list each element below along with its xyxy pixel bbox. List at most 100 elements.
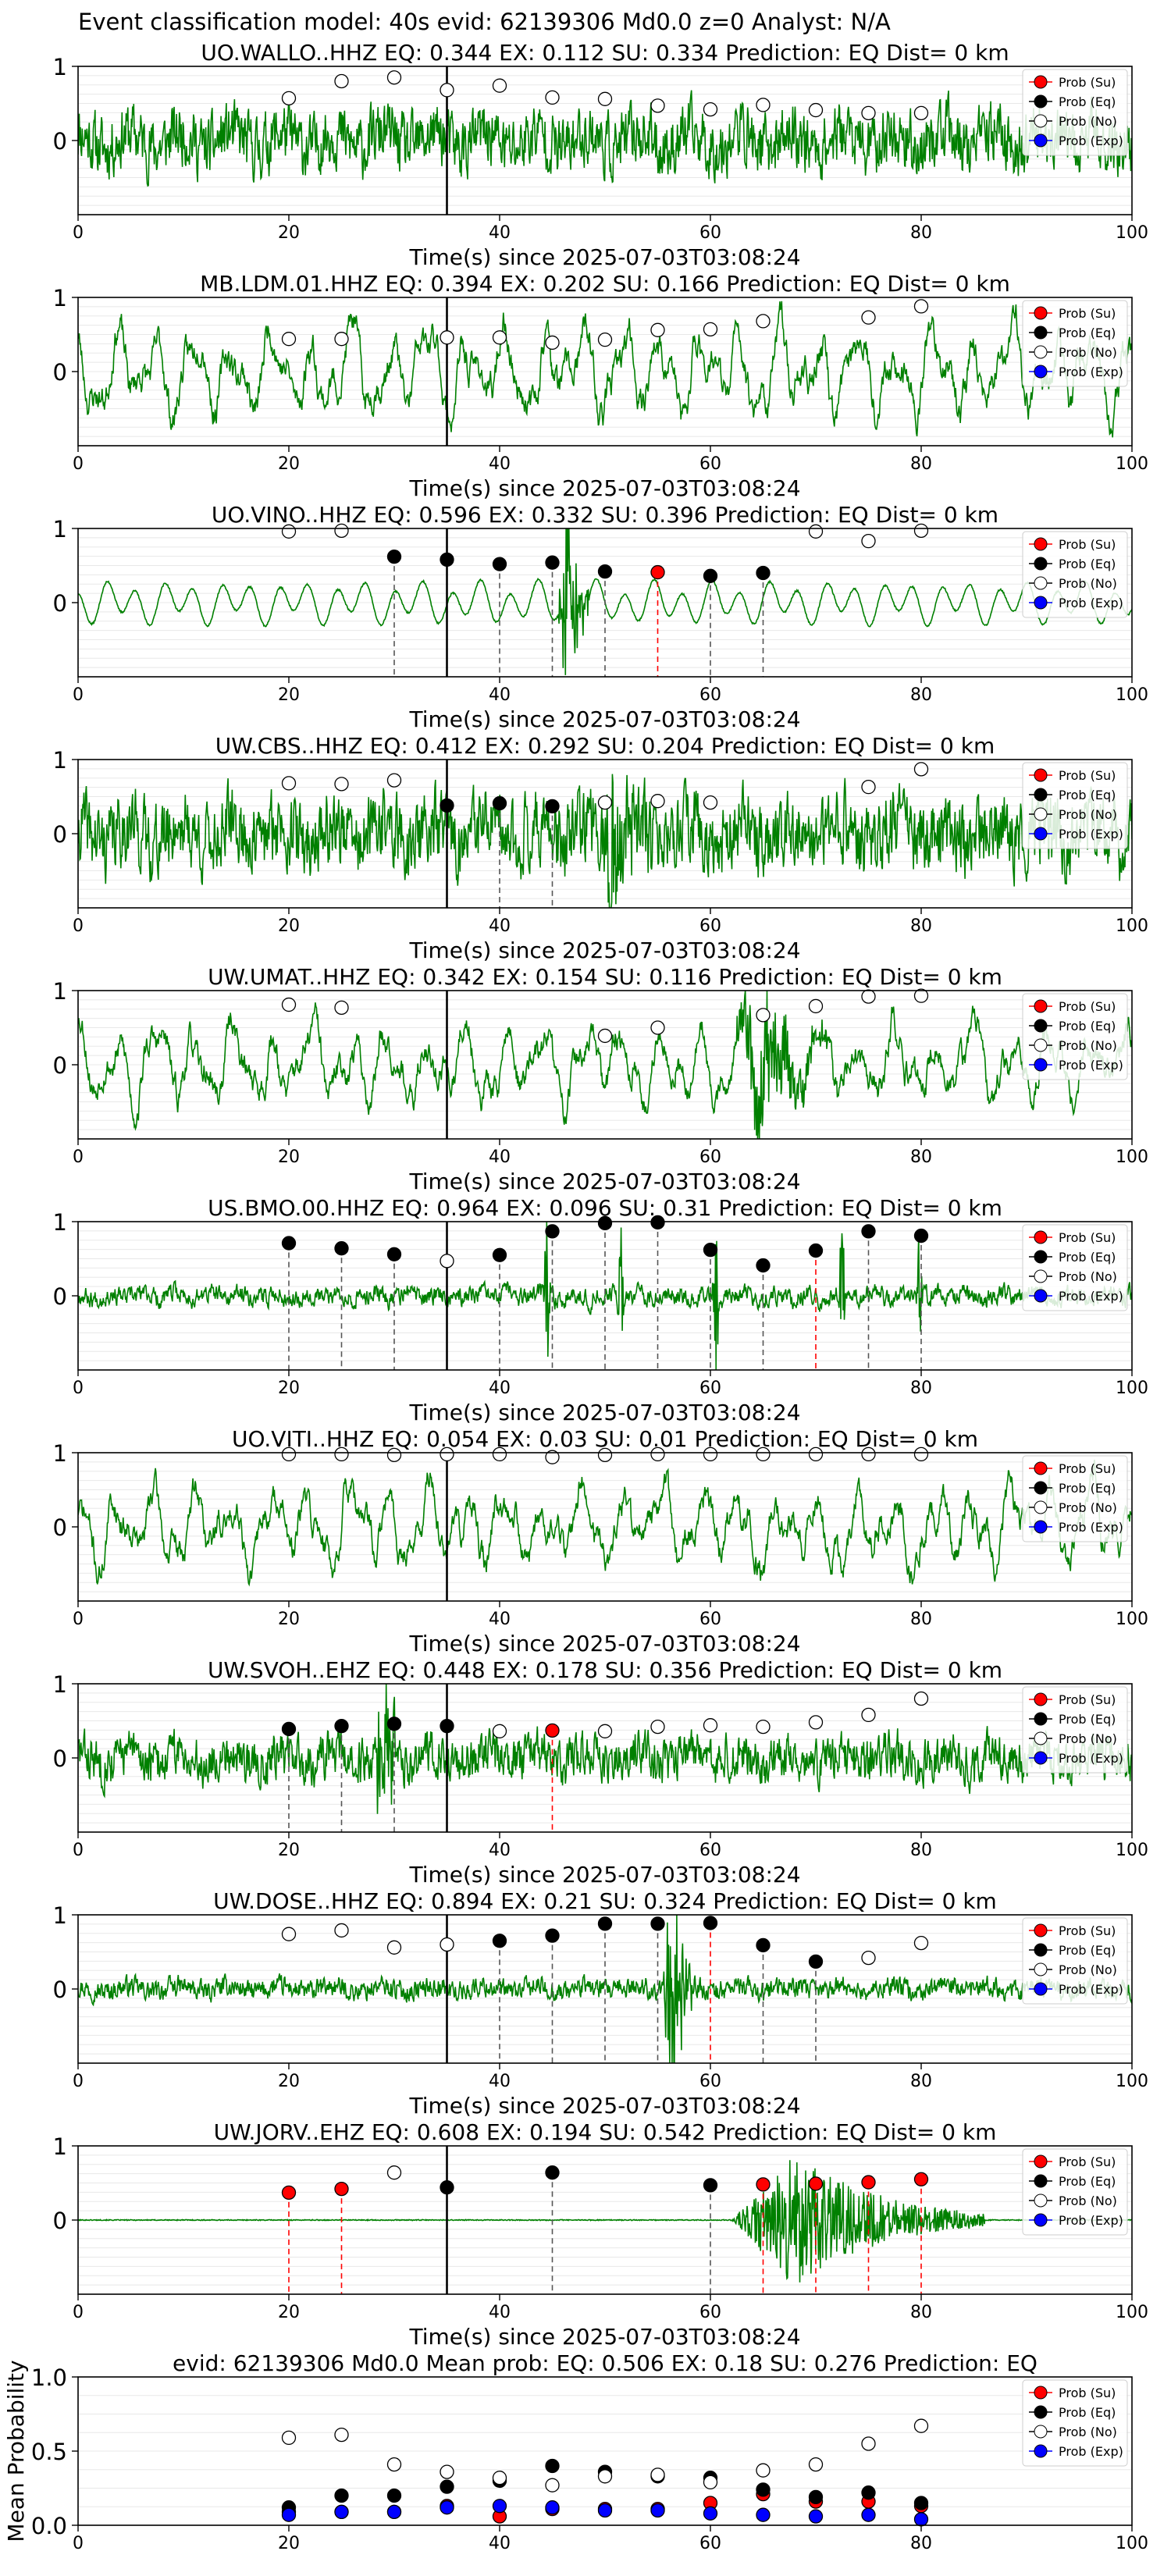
y-tick-label: 0 [53,590,67,617]
legend-label-exp: Prob (Exp) [1059,1058,1123,1073]
x-tick-label: 80 [910,2303,932,2322]
prob-point-eq [492,1934,507,1948]
legend-marker-eq [1034,326,1048,340]
y-tick-label: 1 [53,978,67,1005]
panel-5: US.BMO.00.HHZ EQ: 0.964 EX: 0.096 SU: 0.… [53,1195,1148,1425]
x-tick-label: 100 [1116,916,1148,936]
x-tick-label: 0 [73,454,84,474]
mean-point-eq [440,2479,454,2494]
y-tick-label: 1 [53,1209,67,1236]
legend-label-no: Prob (No) [1059,2425,1117,2439]
x-tick-label: 20 [278,2072,300,2091]
prob-point-no [597,795,613,810]
x-tick-label: 60 [699,2072,721,2091]
x-tick-label: 20 [278,223,300,243]
prob-point-no [650,1719,665,1735]
x-tick-label: 0 [73,2303,84,2322]
legend-box [1022,69,1128,156]
prob-point-su [281,2185,297,2201]
legend-marker-eq [1034,94,1048,109]
prob-point-eq [386,549,402,564]
prob-point-no [334,1446,349,1462]
legend-label-exp: Prob (Exp) [1059,2444,1123,2459]
legend-label-eq: Prob (Eq) [1059,557,1116,571]
prob-point-no [861,1707,876,1723]
x-tick-label: 0 [73,916,84,936]
prob-point-no [913,523,929,538]
legend-label-no: Prob (No) [1059,1731,1117,1746]
x-tick-label: 60 [699,1379,721,1398]
prob-point-no [808,998,824,1014]
legend-marker-su [1034,2154,1048,2169]
mean-point-exp [861,2507,876,2522]
y-tick-label: 1.0 [31,2364,67,2391]
prob-point-no [703,322,718,337]
waveform-trace [78,1684,1132,1814]
legend-marker-su [1034,75,1048,89]
legend-label-no: Prob (No) [1059,1962,1117,1977]
x-tick-label: 80 [910,2534,932,2553]
panel-6: UO.VITI..HHZ EQ: 0.054 EX: 0.03 SU: 0.01… [53,1426,1148,1656]
prob-point-no [281,332,297,347]
prob-point-eq [440,798,454,813]
mean-point-exp [650,2503,665,2518]
x-tick-label: 60 [699,223,721,243]
prob-point-no [334,523,349,538]
x-axis-label: Time(s) since 2025-07-03T03:08:24 [408,1631,800,1656]
legend-label-eq: Prob (Eq) [1059,1712,1116,1727]
prob-point-no [703,1446,718,1462]
legend-label-no: Prob (No) [1059,345,1117,360]
prob-point-eq [545,2165,560,2180]
prob-point-eq [756,1258,771,1273]
prob-point-no [650,1020,665,1035]
legend-marker-eq [1034,1019,1048,1033]
legend-label-su: Prob (Su) [1059,306,1116,321]
x-tick-label: 80 [910,2072,932,2091]
waveform-trace [78,1222,1132,1370]
mean-point-exp [913,2512,929,2527]
x-tick-label: 40 [489,916,511,936]
legend-label-exp: Prob (Exp) [1059,596,1123,610]
legend-marker-no [1034,1038,1048,1052]
x-tick-label: 60 [699,1147,721,1167]
legend-marker-su [1034,768,1048,782]
prob-point-no [281,91,297,105]
x-axis-label: Time(s) since 2025-07-03T03:08:24 [408,2093,800,2119]
prob-point-no [703,101,718,117]
mean-point-no [492,2471,507,2485]
prob-point-no [440,1446,454,1462]
prob-point-eq [650,1215,665,1230]
prob-point-no [650,1446,665,1462]
prob-point-no [386,1940,402,1955]
mean-point-no [913,2418,929,2433]
legend-box [1022,1917,1128,2005]
prob-point-no [913,1935,929,1951]
y-tick-label: 1 [53,2133,67,2160]
legend-box [1022,2379,1128,2467]
x-tick-label: 20 [278,916,300,936]
legend-marker-su [1034,1923,1048,1937]
y-tick-label: 1 [53,1671,67,1698]
legend-marker-no [1034,1962,1048,1976]
prob-point-no [808,102,824,118]
legend-marker-exp [1034,1520,1048,1534]
prob-point-no [597,1447,613,1462]
prob-point-eq [597,1916,613,1931]
prob-point-no [861,1446,876,1462]
x-tick-label: 20 [278,1610,300,1629]
x-axis-label: Time(s) since 2025-07-03T03:08:24 [408,938,800,963]
prob-point-eq [545,555,560,570]
mean-point-no [756,2463,771,2478]
y-axis-label: Mean Probability [3,2360,29,2542]
prob-point-eq [545,799,560,813]
prob-point-no [334,73,349,89]
x-tick-label: 100 [1116,1841,1148,1860]
x-tick-label: 100 [1116,1379,1148,1398]
panel-title: UO.WALLO..HHZ EQ: 0.344 EX: 0.112 SU: 0.… [201,40,1009,66]
legend-marker-no [1034,1269,1048,1283]
y-tick-label: 0 [53,128,67,155]
legend-label-eq: Prob (Eq) [1059,1250,1116,1265]
y-tick-label: 0 [53,1745,67,1772]
legend-marker-su [1034,999,1048,1013]
legend-box [1022,531,1128,618]
